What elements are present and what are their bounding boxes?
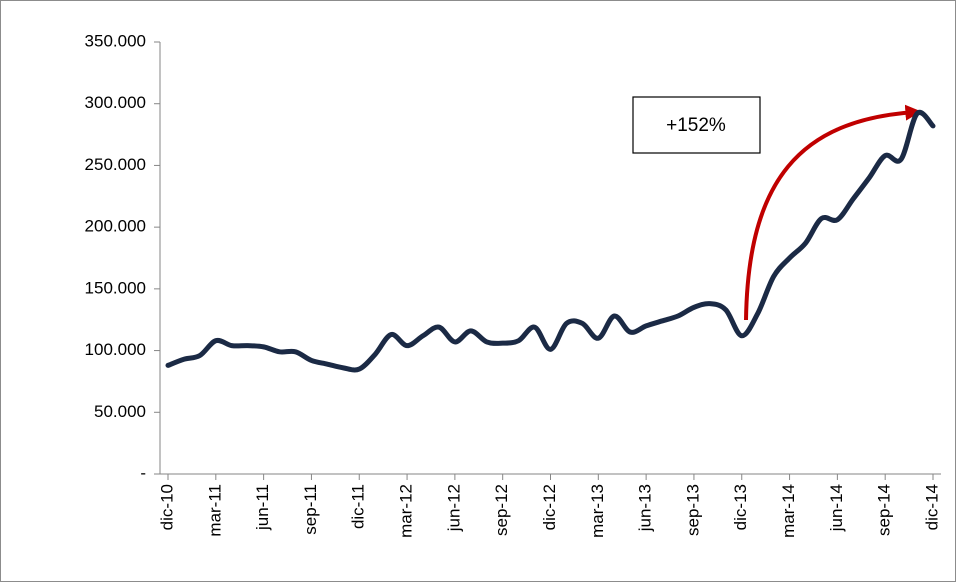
annotation: +152%	[666, 115, 726, 136]
x-tick-label: sep-11	[301, 484, 320, 535]
x-tick-label: dic-12	[540, 484, 559, 530]
x-tick-label: mar-11	[205, 484, 224, 537]
x-tick-label: jun-12	[444, 484, 463, 532]
y-tick-label: 50.000	[94, 402, 146, 421]
annotation-box	[632, 96, 761, 154]
x-tick-label: dic-13	[731, 484, 750, 530]
x-tick-label: jun-11	[253, 484, 272, 531]
y-tick-label: 300.000	[85, 93, 146, 112]
x-tick-label: mar-13	[588, 484, 607, 538]
x-tick-label: sep-14	[875, 484, 894, 536]
x-tick-label: jun-14	[827, 484, 846, 532]
x-tick-label: jun-13	[636, 484, 655, 532]
y-tick-label: 100.000	[85, 340, 146, 359]
y-tick-label: 200.000	[85, 217, 146, 236]
growth-arrow	[744, 104, 922, 321]
series-line	[165, 109, 936, 373]
x-tick-label: sep-12	[492, 484, 511, 536]
y-tick-label: 250.000	[85, 155, 146, 174]
x-tick-label: sep-13	[683, 484, 702, 536]
y-tick-label: 150.000	[85, 278, 146, 297]
x-tick-label: dic-11	[349, 484, 368, 529]
y-tick-label: 350.000	[85, 31, 146, 50]
x-tick-label: mar-12	[397, 484, 416, 538]
x-tick-label: dic-10	[157, 484, 176, 530]
y-tick-label: -	[140, 463, 146, 482]
x-tick-label: dic-14	[922, 484, 941, 530]
x-tick-label: mar-14	[779, 484, 798, 538]
